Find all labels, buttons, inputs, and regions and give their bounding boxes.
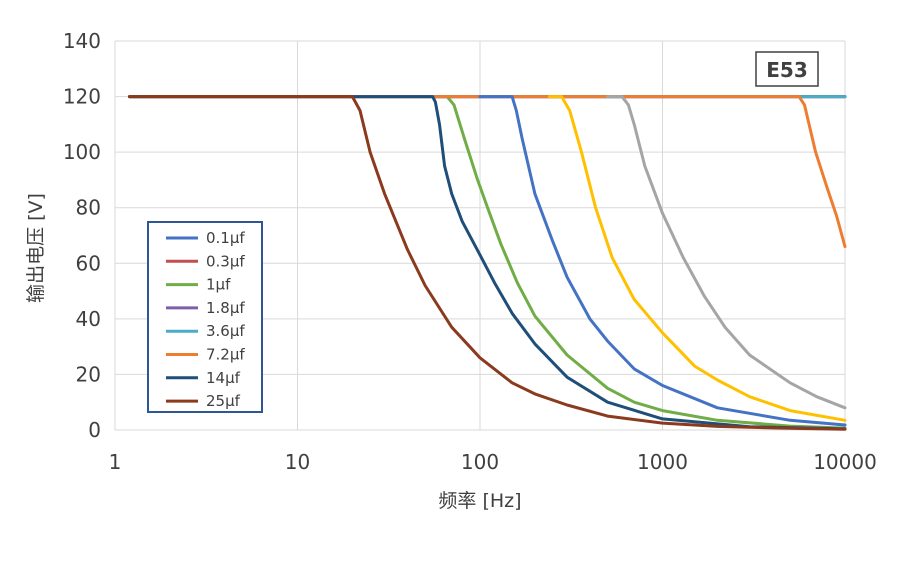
legend-label: 1.8μf [206,299,245,317]
series-line [128,95,847,430]
x-tick-label: 1000 [637,450,688,474]
series-line [128,95,847,431]
y-tick-label: 60 [76,251,101,275]
x-tick-label: 1 [109,450,122,474]
series-lines [128,95,847,431]
chart-tag-label: E53 [766,58,808,82]
y-tick-label: 120 [63,85,101,109]
legend-box [147,221,263,413]
legend: 0.1μf 0.3μf 1μf 1.8μf 3.6μf 7.2μf 14μf 25μf [147,221,263,413]
chart-tag-box [755,51,819,87]
legend-label: 25μf [206,392,241,410]
legend-label: 7.2μf [206,346,245,364]
legend-label: 14μf [206,369,241,387]
legend-label: 3.6μf [206,322,245,340]
legend-label: 1μf [206,276,231,294]
legend-label: 0.1μf [206,229,245,247]
x-tick-label: 10000 [813,450,877,474]
y-tick-label: 140 [63,29,101,53]
y-tick-label: 20 [76,362,101,386]
series-line [478,95,847,427]
y-tick-label: 80 [76,196,101,220]
tick-labels: 0 20 40 60 80 100 120 140 1 10 100 1000 10000 [63,29,877,474]
y-tick-label: 100 [63,140,101,164]
series-line [128,95,847,431]
y-tick-label: 0 [88,418,101,442]
x-tick-label: 10 [285,450,310,474]
y-tick-label: 40 [76,307,101,331]
x-axis-title: 频率 [Hz] [438,490,521,512]
series-line [606,95,847,410]
chart-tag: E53 [755,51,819,87]
legend-label: 0.3μf [206,252,245,270]
series-line [547,95,847,422]
y-axis-title: 输出电压 [V] [25,193,47,303]
series-line [128,95,847,249]
x-tick-label: 100 [461,450,499,474]
